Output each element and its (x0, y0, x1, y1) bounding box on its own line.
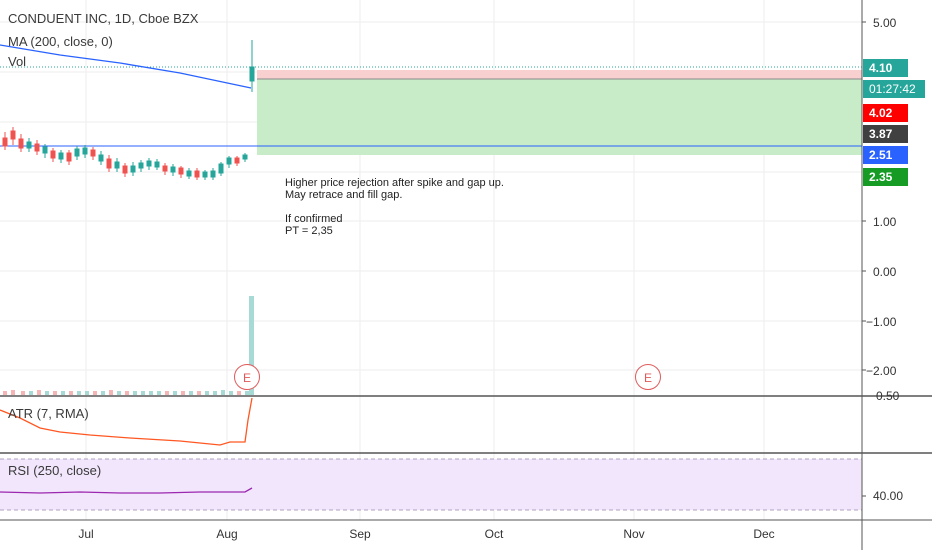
note-line (285, 201, 504, 213)
candlesticks (2, 40, 255, 180)
ma-legend[interactable]: MA (200, close, 0) (8, 34, 113, 49)
earnings-marker[interactable]: E (635, 364, 661, 390)
target-price-tag: 2.35 (863, 168, 908, 186)
time-label: Jul (78, 527, 93, 541)
symbol-title[interactable]: CONDUENT INC, 1D, Cboe BZX (8, 11, 199, 26)
price-tick: 1.00 (873, 215, 897, 229)
entry-price-tag: 3.87 (863, 125, 908, 143)
price-tick: 0.00 (873, 265, 897, 279)
time-label: Sep (349, 527, 371, 541)
note-line: PT = 2,35 (285, 225, 333, 237)
atr-line (0, 397, 253, 446)
atr-legend[interactable]: ATR (7, RMA) (8, 406, 89, 421)
stop-loss-zone[interactable] (257, 70, 862, 79)
note-line: May retrace and fill gap. (285, 189, 403, 201)
current-price-tag: 4.10 (863, 59, 908, 77)
price-tick-partial: 0.50 (876, 389, 900, 403)
chart-note[interactable]: Higher price rejection after spike and g… (285, 177, 504, 237)
rsi-line (0, 487, 253, 494)
earnings-marker[interactable]: E (234, 364, 260, 390)
price-tick: 5.00 (873, 16, 897, 30)
rsi-tick: 40.00 (873, 489, 903, 503)
time-label: Oct (485, 527, 504, 541)
note-line: Higher price rejection after spike and g… (285, 177, 504, 189)
vol-legend[interactable]: Vol (8, 54, 27, 69)
time-label: Aug (216, 527, 237, 541)
countdown-tag: 01:27:42 (863, 80, 925, 98)
time-label: Nov (623, 527, 644, 541)
rsi-legend[interactable]: RSI (250, close) (8, 463, 102, 478)
time-label: Dec (753, 527, 774, 541)
note-line: If confirmed (285, 213, 343, 225)
stop-price-tag: 4.02 (863, 104, 908, 122)
ma-line (0, 44, 252, 89)
ma-price-tag: 2.51 (863, 146, 908, 164)
price-tick: −2.00 (866, 364, 897, 378)
profit-target-zone[interactable] (257, 79, 862, 155)
price-tick: −1.00 (866, 315, 897, 329)
rsi-band (0, 459, 862, 510)
volume-bars (3, 296, 254, 395)
